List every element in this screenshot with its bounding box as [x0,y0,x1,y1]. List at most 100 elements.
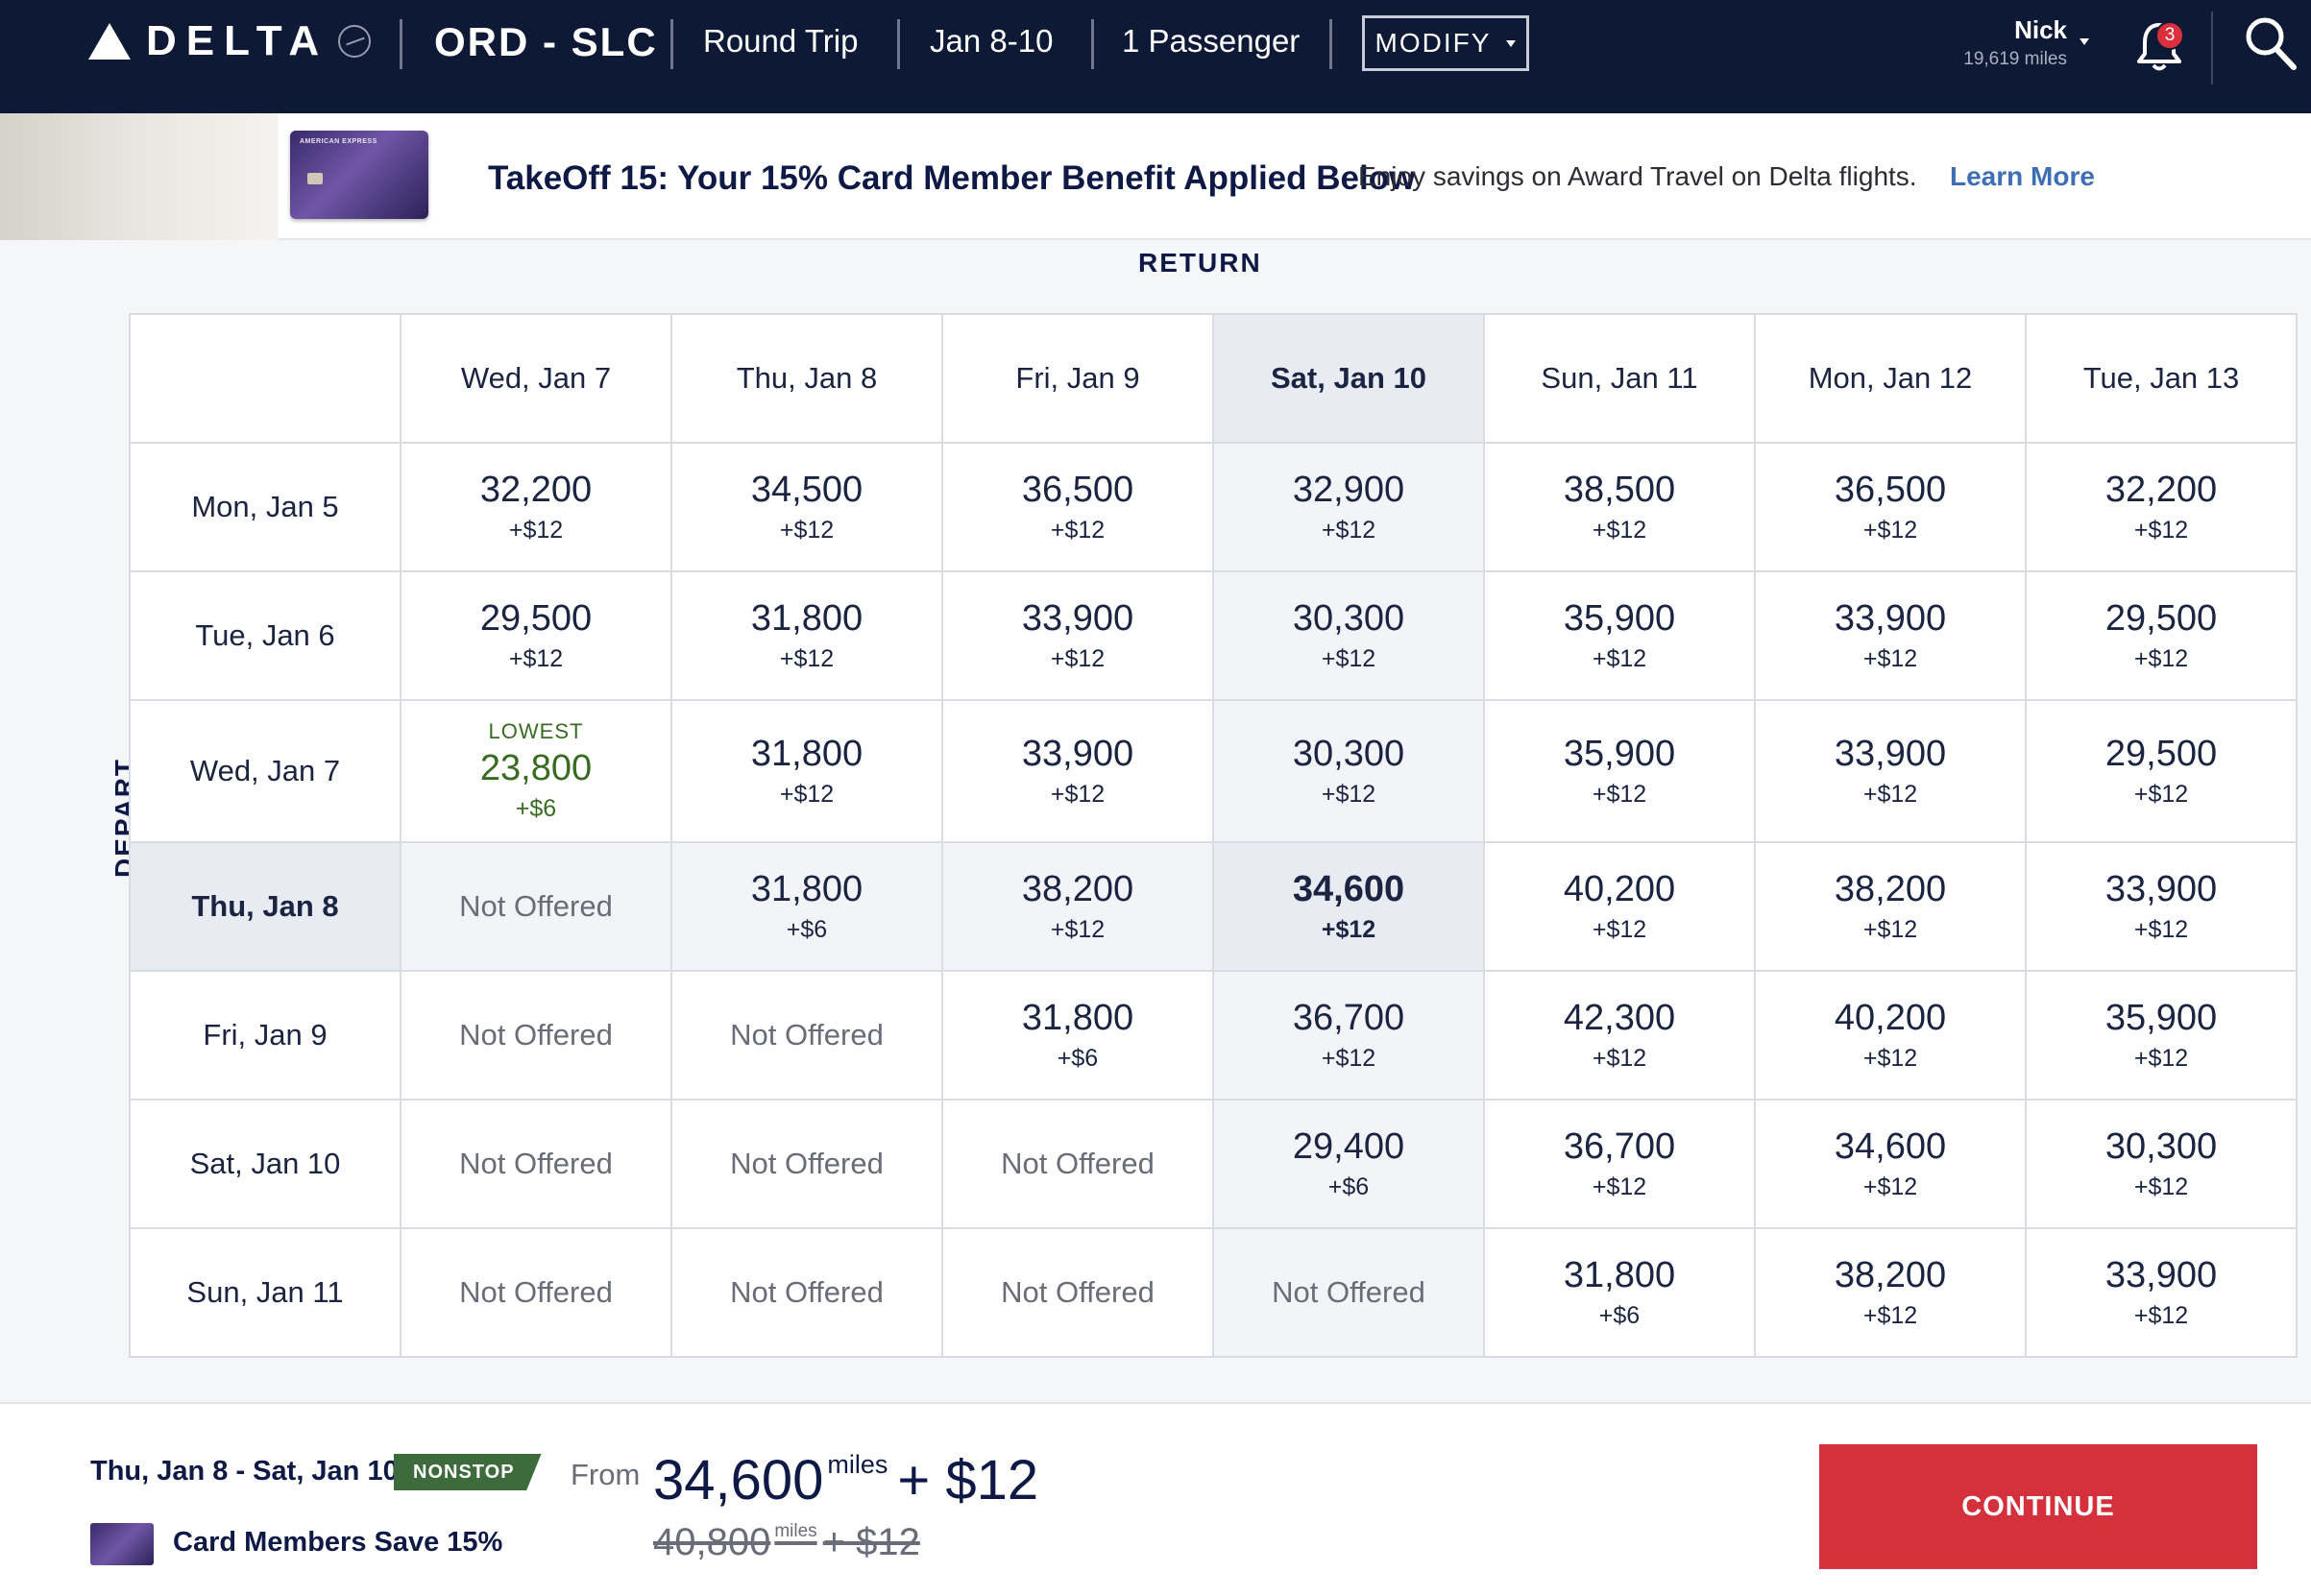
miles-value: 30,300 [1292,734,1405,774]
fee-value: +$12 [508,645,564,672]
price-cell[interactable]: 33,900 +$12 [941,570,1214,701]
header-divider [2211,12,2213,85]
miles-value: 38,500 [1563,470,1676,510]
price-cell[interactable]: 30,300 +$12 [2025,1099,2298,1229]
price-cell[interactable]: 29,500 +$12 [400,570,672,701]
continue-button[interactable]: CONTINUE [1819,1444,2257,1569]
delta-widget-icon [88,23,131,60]
price-cell[interactable]: 36,500 +$12 [941,442,1214,572]
price-cell[interactable]: 32,900 +$12 [1212,442,1485,572]
price-cell[interactable]: 38,200 +$12 [1754,841,2027,972]
price-cell[interactable]: 34,600 +$12 [1754,1099,2027,1229]
header-divider [1091,19,1094,69]
dates-label: Jan 8-10 [930,23,1054,59]
not-offered-label: Not Offered [1272,1275,1425,1309]
price-cell[interactable]: 29,500 +$12 [2025,570,2298,701]
price-cell[interactable]: 33,900 +$12 [2025,1227,2298,1358]
price-cell[interactable]: 38,200 +$12 [1754,1227,2027,1358]
miles-value: 35,900 [1563,598,1676,639]
depart-date-header: Sat, Jan 10 [129,1099,401,1229]
not-offered-label: Not Offered [730,1275,884,1309]
price-cell[interactable]: 40,200 +$12 [1483,841,1756,972]
fee-value: +$12 [1862,1302,1918,1329]
table-row: Sun, Jan 11 Not Offered Not Offered Not … [129,1227,2298,1358]
price-cell[interactable]: 32,200 +$12 [2025,442,2298,572]
price-cell[interactable]: 33,900 +$12 [1754,570,2027,701]
miles-value: 23,800 [479,748,593,788]
not-offered-label: Not Offered [459,1018,613,1052]
from-label: From [571,1458,641,1491]
price-cell[interactable]: 38,500 +$12 [1483,442,1756,572]
miles-value: 33,900 [1021,734,1134,774]
price-cell[interactable]: 33,900 +$12 [941,699,1214,843]
original-miles: 40,800 [653,1521,771,1563]
price-cell[interactable]: 33,900 +$12 [2025,841,2298,972]
fee-value: +$12 [2133,781,2189,808]
fee-value: +$6 [786,916,828,943]
price-cell[interactable]: 36,700 +$12 [1212,970,1485,1100]
search-icon[interactable] [2244,15,2298,71]
price-cell[interactable]: 36,700 +$12 [1483,1099,1756,1229]
price-cell[interactable]: 31,800 +$6 [941,970,1214,1100]
price-cell[interactable]: 29,500 +$12 [2025,699,2298,843]
return-date-header: Sun, Jan 11 [1483,313,1756,444]
not-offered-label: Not Offered [459,1147,613,1180]
price-cell-lowest[interactable]: LOWEST 23,800 +$6 [400,699,672,843]
caret-down-icon[interactable] [2080,38,2089,45]
price-cell[interactable]: 31,800 +$12 [670,570,943,701]
selection-footer: Thu, Jan 8 - Sat, Jan 10 NONSTOP Card Me… [0,1402,2311,1596]
total-fee: + $12 [897,1449,1039,1511]
return-axis-label: RETURN [1138,248,1262,278]
header-divider [897,19,900,69]
price-cell[interactable]: 31,800 +$12 [670,699,943,843]
price-cell[interactable]: 40,200 +$12 [1754,970,2027,1100]
price-cell[interactable]: 32,200 +$12 [400,442,672,572]
user-menu[interactable]: Nick 19,619 miles [1950,15,2067,70]
promo-background [0,113,279,240]
table-row: Mon, Jan 5 32,200 +$12 34,500 +$12 36,500 +… [129,442,2298,572]
header-divider [670,19,673,69]
miles-value: 36,700 [1292,998,1405,1038]
price-cell[interactable]: 30,300 +$12 [1212,570,1485,701]
miles-value: 34,600 [1834,1126,1947,1167]
table-row: Sat, Jan 10 Not Offered Not Offered Not … [129,1099,2298,1229]
price-cell[interactable]: 29,400 +$6 [1212,1099,1485,1229]
miles-value: 30,300 [2104,1126,2218,1167]
price-cell[interactable]: 42,300 +$12 [1483,970,1756,1100]
price-cell-unavailable: Not Offered [400,841,672,972]
price-cell[interactable]: 35,900 +$12 [2025,970,2298,1100]
price-cell[interactable]: 34,500 +$12 [670,442,943,572]
price-cell[interactable]: 35,900 +$12 [1483,570,1756,701]
miles-value: 32,200 [479,470,593,510]
fee-value: +$12 [1592,781,1647,808]
price-cell-selected[interactable]: 34,600 +$12 [1212,841,1485,972]
price-cell-unavailable: Not Offered [400,1227,672,1358]
price-cell[interactable]: 33,900 +$12 [1754,699,2027,843]
miles-value: 32,200 [2104,470,2218,510]
miles-value: 33,900 [1834,598,1947,639]
price-cell[interactable]: 38,200 +$12 [941,841,1214,972]
modify-button[interactable]: MODIFY [1362,15,1529,71]
fee-value: +$6 [1057,1045,1099,1072]
promo-title: TakeOff 15: Your 15% Card Member Benefit… [488,159,1416,197]
delta-logo[interactable]: DELTA [88,17,372,65]
fee-value: +$6 [1327,1173,1370,1200]
fee-value: +$12 [1862,1045,1918,1072]
original-fee: + $12 [822,1521,920,1563]
total-price: 34,600 miles + $12 [653,1448,1038,1512]
depart-date-header: Fri, Jan 9 [129,970,401,1100]
fee-value: +$12 [1050,517,1106,544]
return-date-header: Wed, Jan 7 [400,313,672,444]
price-cell[interactable]: 31,800 +$6 [670,841,943,972]
user-miles: 19,619 miles [1963,49,2067,69]
price-cell[interactable]: 36,500 +$12 [1754,442,2027,572]
original-price: 40,800 miles + $12 [653,1521,920,1564]
price-cell[interactable]: 30,300 +$12 [1212,699,1485,843]
promo-text: Enjoy savings on Award Travel on Delta f… [1358,161,1917,191]
price-cell[interactable]: 35,900 +$12 [1483,699,1756,843]
price-cell-unavailable: Not Offered [400,1099,672,1229]
miles-value: 31,800 [1021,998,1134,1038]
learn-more-link[interactable]: Learn More [1950,161,2095,191]
price-cell[interactable]: 31,800 +$6 [1483,1227,1756,1358]
user-name: Nick [2014,15,2067,44]
